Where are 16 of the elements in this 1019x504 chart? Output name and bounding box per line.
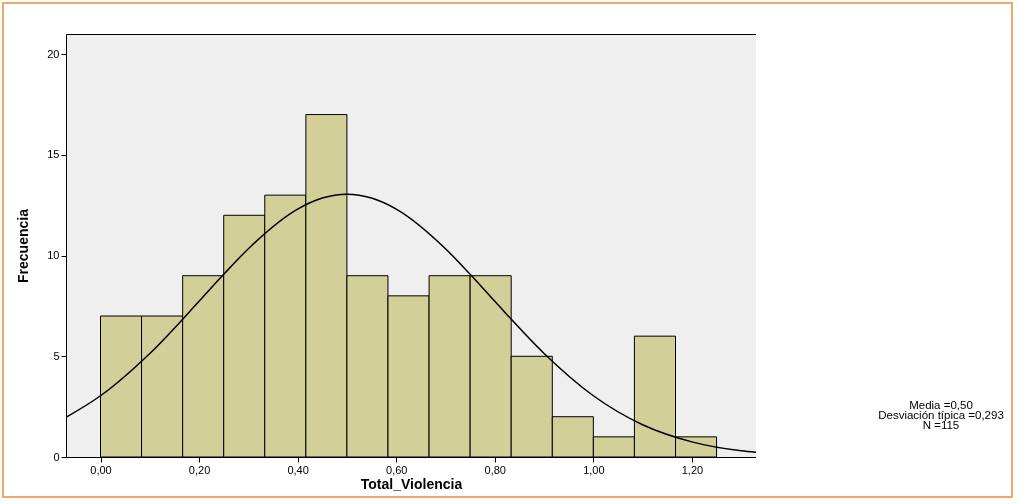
y-axis-title: Frecuencia (15, 208, 32, 283)
x-axis-title: Total_Violencia (360, 475, 463, 492)
x-tick-label: 0,00 (90, 463, 112, 476)
y-tick-label: 20 (47, 47, 60, 60)
text: Media =0,50 (908, 399, 974, 411)
text: Desviación típica =0,293 (877, 409, 1005, 421)
x-tick-label: 0,20 (188, 463, 211, 476)
y-tick-label: 10 (47, 249, 60, 262)
y-tick-label: 15 (47, 148, 60, 161)
x-tick-label: 1,00 (583, 463, 605, 476)
y-tick-label: 0 (53, 450, 60, 463)
x-tick-label: 0,40 (287, 463, 309, 476)
x-tick-label: 0,80 (484, 463, 506, 476)
x-tick-label: 1,20 (681, 463, 704, 476)
y-tick-label: 5 (53, 349, 60, 362)
x-tick-label: 0,60 (386, 463, 408, 476)
